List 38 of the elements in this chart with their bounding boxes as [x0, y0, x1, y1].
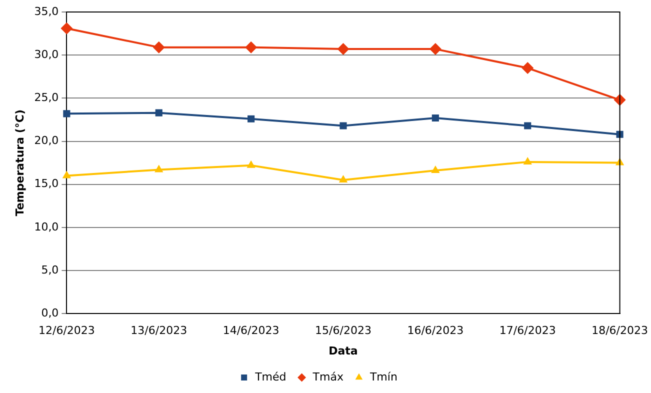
- point: [429, 43, 442, 56]
- x-tick-label: 15/6/2023: [315, 324, 372, 338]
- point: [522, 62, 534, 74]
- x-tick-label: 14/6/2023: [222, 324, 280, 338]
- y-tick-label: 15,0: [34, 177, 59, 190]
- point: [524, 122, 532, 130]
- y-tick-label: 10,0: [34, 220, 59, 234]
- point: [431, 166, 440, 174]
- point: [154, 164, 164, 172]
- point: [432, 114, 439, 122]
- point: [152, 41, 165, 54]
- point: [155, 109, 162, 116]
- legend-label: Tmáx: [312, 370, 344, 384]
- point: [337, 43, 350, 56]
- x-tick-label: 17/6/2023: [499, 324, 556, 338]
- x-tick-label: 12/6/2023: [38, 324, 95, 338]
- y-tick-label: 35,0: [34, 4, 59, 18]
- y-tick-label: 0,0: [41, 306, 59, 320]
- point: [246, 160, 256, 168]
- legend-label: Tméd: [254, 370, 286, 384]
- x-tick-label: 13/6/2023: [130, 324, 188, 338]
- point: [60, 22, 73, 34]
- point: [338, 175, 348, 183]
- point: [62, 170, 72, 178]
- y-tick-label: 25,0: [34, 91, 59, 104]
- point: [245, 41, 258, 54]
- x-tick-label: 18/6/2023: [592, 324, 648, 338]
- point: [340, 122, 347, 130]
- point: [523, 156, 532, 164]
- point: [63, 110, 70, 118]
- y-tick-label: 30,0: [34, 48, 59, 61]
- x-axis-title: Data: [328, 344, 358, 358]
- legend-label: Tmín: [368, 370, 398, 384]
- point: [248, 115, 255, 122]
- y-tick-label: 5,0: [41, 263, 59, 276]
- x-tick-label: 16/6/2023: [407, 324, 464, 338]
- y-tick-label: 20,0: [34, 134, 59, 148]
- y-axis-title: Temperatura (°C): [13, 110, 26, 216]
